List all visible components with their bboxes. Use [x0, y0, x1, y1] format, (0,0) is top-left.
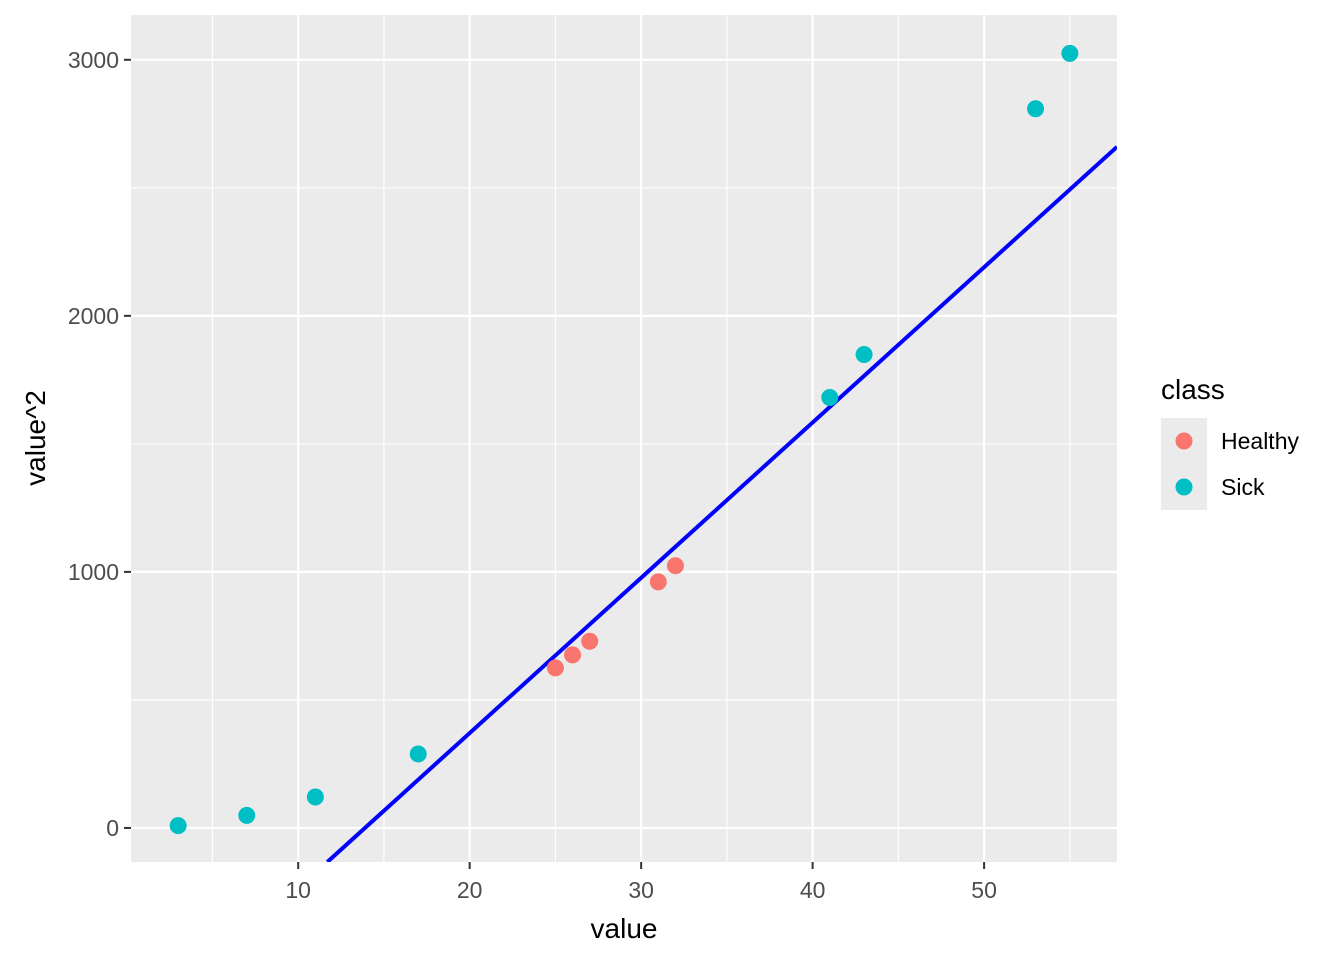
- x-tick-label: 30: [628, 877, 654, 903]
- y-tick-label: 2000: [68, 303, 119, 329]
- data-point-sick: [821, 389, 839, 407]
- y-tick-label: 0: [106, 815, 119, 841]
- plot-panel: [131, 15, 1117, 862]
- x-tick-label: 20: [457, 877, 483, 903]
- data-point-healthy: [564, 646, 582, 664]
- data-point-healthy: [649, 573, 667, 591]
- data-point-sick: [306, 788, 324, 806]
- x-tick-label: 40: [800, 877, 826, 903]
- legend-swatch-sick: [1175, 478, 1193, 496]
- data-points: [169, 44, 1079, 835]
- x-axis-ticks: 10 20 30 40 50: [285, 862, 997, 903]
- x-tick-label: 10: [285, 877, 311, 903]
- legend-swatch-healthy: [1175, 432, 1193, 450]
- data-point-sick: [238, 806, 256, 824]
- data-point-healthy: [666, 557, 684, 575]
- data-point-healthy: [546, 659, 564, 677]
- x-tick-label: 50: [971, 877, 997, 903]
- y-axis-ticks: 0 1000 2000 3000: [68, 47, 131, 841]
- y-tick-label: 1000: [68, 559, 119, 585]
- x-axis-title: value: [591, 913, 658, 944]
- fit-line: [326, 145, 1117, 862]
- legend-entries: Healthy Sick: [1161, 418, 1299, 510]
- y-tick-label: 3000: [68, 47, 119, 73]
- legend-label-healthy: Healthy: [1221, 428, 1299, 454]
- legend-title: class: [1161, 374, 1225, 405]
- data-point-sick: [409, 745, 427, 763]
- data-point-sick: [855, 346, 873, 364]
- data-point-healthy: [581, 632, 599, 650]
- data-point-sick: [169, 817, 187, 835]
- y-axis-title: value^2: [20, 390, 51, 486]
- fit-line-group: [326, 145, 1117, 862]
- data-point-sick: [1061, 44, 1079, 62]
- data-point-sick: [1027, 100, 1045, 118]
- legend-label-sick: Sick: [1221, 474, 1265, 500]
- major-gridlines: [131, 15, 1117, 862]
- legend: class Healthy Sick: [1161, 374, 1299, 510]
- minor-gridlines: [131, 15, 1117, 862]
